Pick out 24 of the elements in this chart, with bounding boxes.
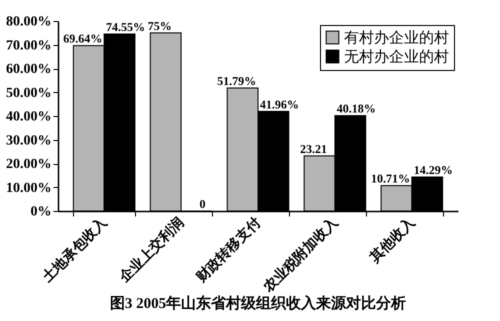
legend-label: 有村办企业的村 [344,30,449,46]
y-tick-label: 40.00% [6,110,52,124]
y-tick-label: 60.00% [6,62,52,77]
y-tick-label: 0% [30,204,52,220]
y-tick-label: 50.00% [6,86,52,101]
data-label: 51.79% [217,74,256,88]
y-tick-label: 20.00% [6,157,52,172]
y-tick-label: 10.00% [6,180,52,196]
data-label: 10.71% [370,172,410,186]
data-label: 40.18% [336,102,376,116]
legend-label: 无村办企业的村 [344,48,449,66]
text: 图3 2005年山东省村级组织收入来源对比分析 [110,294,406,312]
data-label: 14.29% [414,163,453,178]
data-label: 0 [199,197,206,211]
x-tick-label: 其他收入 [366,214,419,266]
data-label: 23.21 [300,142,328,156]
data-label: 75% [148,18,172,33]
data-label: 41.96% [260,97,299,112]
y-tick-label: 70.00% [6,38,52,54]
y-tick-label: 30.00% [6,133,52,148]
x-tick-label: 企业上交利润 [115,214,188,286]
data-label: 74.55% [106,20,146,34]
y-tick-label: 80.00% [6,14,52,30]
data-label: 69.64% [63,32,102,46]
